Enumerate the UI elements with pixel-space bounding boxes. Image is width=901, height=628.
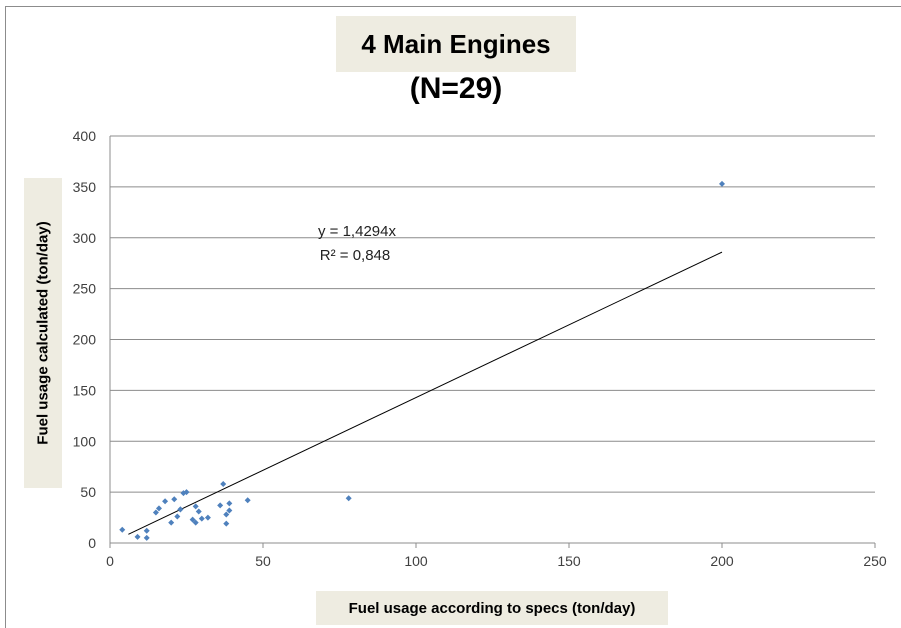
y-tick-label: 350 (73, 179, 97, 195)
y-tick-label: 400 (73, 128, 97, 144)
y-tick-label: 100 (73, 433, 97, 449)
x-tick-label: 200 (710, 553, 734, 569)
data-point (143, 534, 150, 541)
x-axis-label: Fuel usage according to specs (ton/day) (316, 591, 668, 625)
data-points (119, 180, 725, 541)
y-tick-label: 200 (73, 332, 97, 348)
data-point (345, 495, 352, 502)
x-tick-label: 100 (404, 553, 428, 569)
data-point (226, 500, 233, 507)
x-tick-label: 150 (557, 553, 581, 569)
trendline-equation: y = 1,4294x (318, 223, 396, 240)
data-point (220, 480, 227, 487)
y-tick-label: 150 (73, 382, 97, 398)
grid-lines (110, 135, 875, 493)
data-point (192, 519, 199, 526)
data-point (152, 509, 159, 516)
chart-title: 4 Main Engines (336, 16, 576, 72)
x-tick-label: 250 (863, 553, 887, 569)
data-point (195, 508, 202, 515)
x-tick-label: 0 (106, 553, 114, 569)
data-point (162, 498, 169, 505)
x-tick-label: 50 (255, 553, 271, 569)
data-point (134, 533, 141, 540)
data-point (183, 489, 190, 496)
data-point (168, 519, 175, 526)
data-point (155, 505, 162, 512)
data-point (198, 515, 205, 522)
data-point (119, 526, 126, 533)
data-point (177, 506, 184, 513)
chart-subtitle: (N=29) (409, 72, 503, 105)
data-point (244, 497, 251, 504)
y-tick-label: 250 (73, 281, 97, 297)
data-point (217, 502, 224, 509)
data-point (719, 180, 725, 187)
data-point (192, 503, 199, 510)
data-point (226, 507, 233, 514)
data-point (174, 513, 181, 520)
chart-frame (5, 6, 901, 628)
trendline (128, 251, 723, 535)
data-point (189, 516, 196, 523)
trendline-r-squared: R² = 0,848 (320, 247, 390, 264)
y-tick-label: 50 (80, 484, 96, 500)
data-point (223, 511, 230, 518)
axes (109, 136, 876, 548)
trendline-layer (128, 251, 723, 535)
tick-labels: 0 50 100 150 200 250 300 350 400 0 50 100 150 200 250 (73, 128, 887, 569)
data-point (223, 520, 230, 527)
y-tick-label: 0 (88, 535, 96, 551)
y-axis-label-box (24, 178, 62, 488)
data-point (143, 527, 150, 534)
y-tick-label: 300 (73, 230, 97, 246)
data-point (171, 496, 178, 503)
data-point (204, 514, 211, 521)
